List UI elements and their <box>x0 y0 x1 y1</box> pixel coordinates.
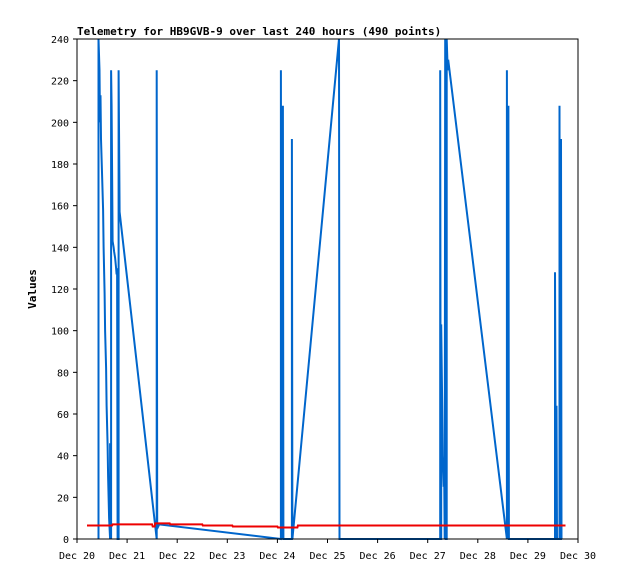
x-tick-label: Dec 25 <box>309 551 345 562</box>
y-tick-label: 40 <box>57 452 69 463</box>
series-line-1 <box>97 38 563 541</box>
y-tick-label: 180 <box>51 160 69 171</box>
plot-frame <box>76 38 579 540</box>
series-line-2 <box>87 522 566 529</box>
plot-area <box>87 38 566 541</box>
x-tick-label: Dec 28 <box>460 551 496 562</box>
y-tick-label: 60 <box>57 410 69 421</box>
y-tick-label: 240 <box>51 35 69 46</box>
x-tick-label: Dec 21 <box>109 551 145 562</box>
y-tick-label: 220 <box>51 77 69 88</box>
y-tick-label: 100 <box>51 327 69 338</box>
x-tick-label: Dec 29 <box>510 551 546 562</box>
y-tick-label: 120 <box>51 285 69 296</box>
y-tick-label: 200 <box>51 118 69 129</box>
x-axis: Dec 20 Dec 21 Dec 22 Dec 23 Dec 24 Dec 25 Dec … <box>59 539 596 562</box>
y-axis-label: Values <box>26 269 39 309</box>
x-tick-label: Dec 27 <box>410 551 446 562</box>
y-tick-label: 0 <box>63 535 69 546</box>
chart-title: Telemetry for HB9GVB-9 over last 240 hou… <box>77 25 441 38</box>
x-tick-label: Dec 22 <box>159 551 195 562</box>
x-tick-label: Dec 24 <box>259 551 295 562</box>
y-tick-label: 160 <box>51 202 69 213</box>
x-tick-label: Dec 20 <box>59 551 95 562</box>
y-tick-label: 140 <box>51 243 69 254</box>
x-tick-label: Dec 30 <box>560 551 596 562</box>
x-tick-label: Dec 23 <box>209 551 245 562</box>
y-tick-label: 20 <box>57 493 69 504</box>
y-tick-label: 80 <box>57 368 69 379</box>
y-axis: 0 20 40 60 80 100 120 140 160 180 200 220 240 <box>51 35 77 546</box>
x-tick-label: Dec 26 <box>360 551 396 562</box>
